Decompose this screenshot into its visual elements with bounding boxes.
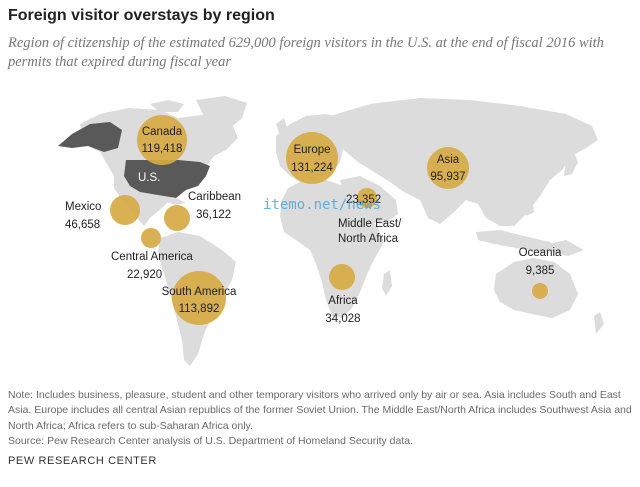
bubble-middle-east <box>357 188 377 208</box>
region-value-south-america: 113,892 <box>179 303 220 315</box>
land-philippines <box>524 196 534 216</box>
region-label-middle-east: North Africa <box>338 233 399 245</box>
note-text: Note: Includes business, pleasure, stude… <box>8 389 632 432</box>
region-label-canada: Canada <box>142 126 183 138</box>
land-uk <box>276 118 288 136</box>
region-label-central-america: Central America <box>111 251 193 263</box>
notes: Note: Includes business, pleasure, stude… <box>8 388 634 450</box>
region-value-africa: 34,028 <box>325 313 360 325</box>
region-label-asia: Asia <box>437 154 460 166</box>
region-label-mexico: Mexico <box>65 201 101 213</box>
bubble-south-america <box>172 271 226 325</box>
bubble-mexico <box>110 195 140 225</box>
land-indonesia <box>476 230 560 252</box>
land-layer <box>58 96 604 366</box>
region-value-central-america: 22,920 <box>127 269 162 281</box>
land-greenland <box>196 96 247 130</box>
land-japan <box>564 152 578 176</box>
region-value-caribbean: 36,122 <box>196 209 231 221</box>
region-label-middle-east: Middle East/ <box>338 218 402 230</box>
map-title: Foreign visitor overstays by region <box>8 7 275 24</box>
region-label-europe: Europe <box>293 144 330 156</box>
land-new-guinea <box>548 240 584 256</box>
bubble-africa <box>329 264 355 290</box>
map-subtitle: Region of citizenship of the estimated 6… <box>8 35 604 70</box>
land-africa <box>280 180 384 318</box>
region-value-middle-east: 23,352 <box>346 194 381 206</box>
region-label-africa: Africa <box>328 295 358 307</box>
region-label-south-america: South America <box>162 286 237 298</box>
bubble-layer: Canada 119,418 Europe 131,224 Asia 95,937 Cari… <box>65 115 562 325</box>
region-label-caribbean: Caribbean <box>188 191 241 203</box>
land-cuba <box>160 198 186 205</box>
land-arctic-islands <box>150 100 184 112</box>
watermark: itemo.net/news <box>263 197 382 213</box>
region-value-mexico: 46,658 <box>65 219 100 231</box>
bubble-asia <box>427 147 469 189</box>
bubble-central-america <box>141 228 161 248</box>
usa-label: U.S. <box>138 172 160 184</box>
bubble-canada <box>137 115 187 165</box>
land-madagascar <box>382 270 392 296</box>
land-usa <box>124 160 210 198</box>
region-value-europe: 131,224 <box>291 162 333 174</box>
world-map: U.S. Canada 119,418 Europe 131,224 Asia 95,93… <box>58 96 604 366</box>
bubble-europe <box>286 132 338 184</box>
bubble-oceania <box>532 283 548 299</box>
land-alaska <box>58 122 122 152</box>
footer-credit: PEW RESEARCH CENTER <box>8 455 157 467</box>
bubble-caribbean <box>164 205 190 231</box>
region-value-asia: 95,937 <box>430 171 465 183</box>
land-new-zealand <box>594 312 604 334</box>
region-label-oceania: Oceania <box>519 247 562 259</box>
region-value-oceania: 9,385 <box>526 265 555 277</box>
source-text: Source: Pew Research Center analysis of … <box>8 435 414 448</box>
region-value-canada: 119,418 <box>142 143 183 155</box>
